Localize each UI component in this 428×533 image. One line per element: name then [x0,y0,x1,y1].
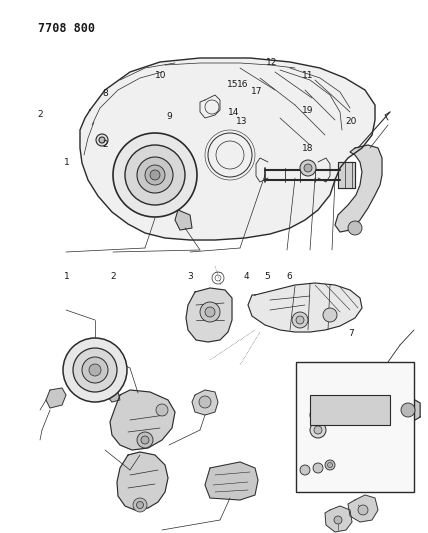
Circle shape [323,308,337,322]
Text: 2: 2 [38,110,44,119]
Circle shape [73,348,117,392]
Polygon shape [80,58,375,240]
Circle shape [313,463,323,473]
Circle shape [137,502,143,508]
Text: 13: 13 [236,117,247,126]
Text: 17: 17 [251,87,262,96]
Circle shape [125,145,185,205]
Text: 2: 2 [110,272,116,280]
Text: 14: 14 [228,109,239,117]
Circle shape [156,404,168,416]
Text: 16: 16 [237,80,248,88]
Polygon shape [338,162,355,188]
Text: 2: 2 [102,141,108,149]
Text: 7708 800: 7708 800 [38,22,95,35]
Circle shape [348,221,362,235]
Text: 15: 15 [227,80,238,88]
Polygon shape [390,388,412,428]
Circle shape [150,170,160,180]
Polygon shape [106,388,120,402]
Polygon shape [205,462,258,500]
Circle shape [205,307,215,317]
Text: 19: 19 [303,107,314,115]
Circle shape [137,432,153,448]
Polygon shape [325,506,352,532]
Circle shape [296,316,304,324]
Circle shape [327,463,333,467]
Circle shape [314,411,322,419]
Circle shape [314,426,322,434]
Circle shape [292,312,308,328]
Circle shape [358,505,368,515]
Polygon shape [335,145,382,232]
Circle shape [200,302,220,322]
Polygon shape [248,283,362,332]
Circle shape [145,165,165,185]
Text: 20: 20 [345,117,357,126]
Circle shape [137,157,173,193]
Circle shape [300,465,310,475]
Circle shape [325,460,335,470]
Circle shape [82,357,108,383]
Polygon shape [186,288,232,342]
Circle shape [63,338,127,402]
Text: 3: 3 [187,272,193,280]
Text: 12: 12 [266,59,277,67]
Circle shape [133,498,147,512]
Text: 6: 6 [286,272,292,280]
Circle shape [304,164,312,172]
Text: 4: 4 [243,272,249,280]
Circle shape [401,403,415,417]
Text: 11: 11 [303,71,314,80]
Circle shape [141,436,149,444]
Bar [310,395,390,425]
Circle shape [199,396,211,408]
Circle shape [96,134,108,146]
Circle shape [300,160,316,176]
Polygon shape [46,388,66,408]
Text: 8: 8 [102,89,108,98]
Text: 1: 1 [63,158,69,167]
Circle shape [113,133,197,217]
Text: 9: 9 [166,112,172,120]
Polygon shape [110,390,175,450]
Circle shape [310,407,326,423]
Polygon shape [175,210,192,230]
Text: 18: 18 [303,144,314,152]
Polygon shape [117,452,168,510]
Circle shape [99,137,105,143]
Circle shape [310,422,326,438]
Text: 10: 10 [155,71,166,80]
Polygon shape [396,396,420,424]
Circle shape [334,516,342,524]
Polygon shape [348,495,378,522]
Polygon shape [192,390,218,415]
Text: 7: 7 [348,329,354,337]
Text: 5: 5 [265,272,270,280]
Bar [296,362,414,492]
Circle shape [89,364,101,376]
Text: 1: 1 [63,272,69,280]
